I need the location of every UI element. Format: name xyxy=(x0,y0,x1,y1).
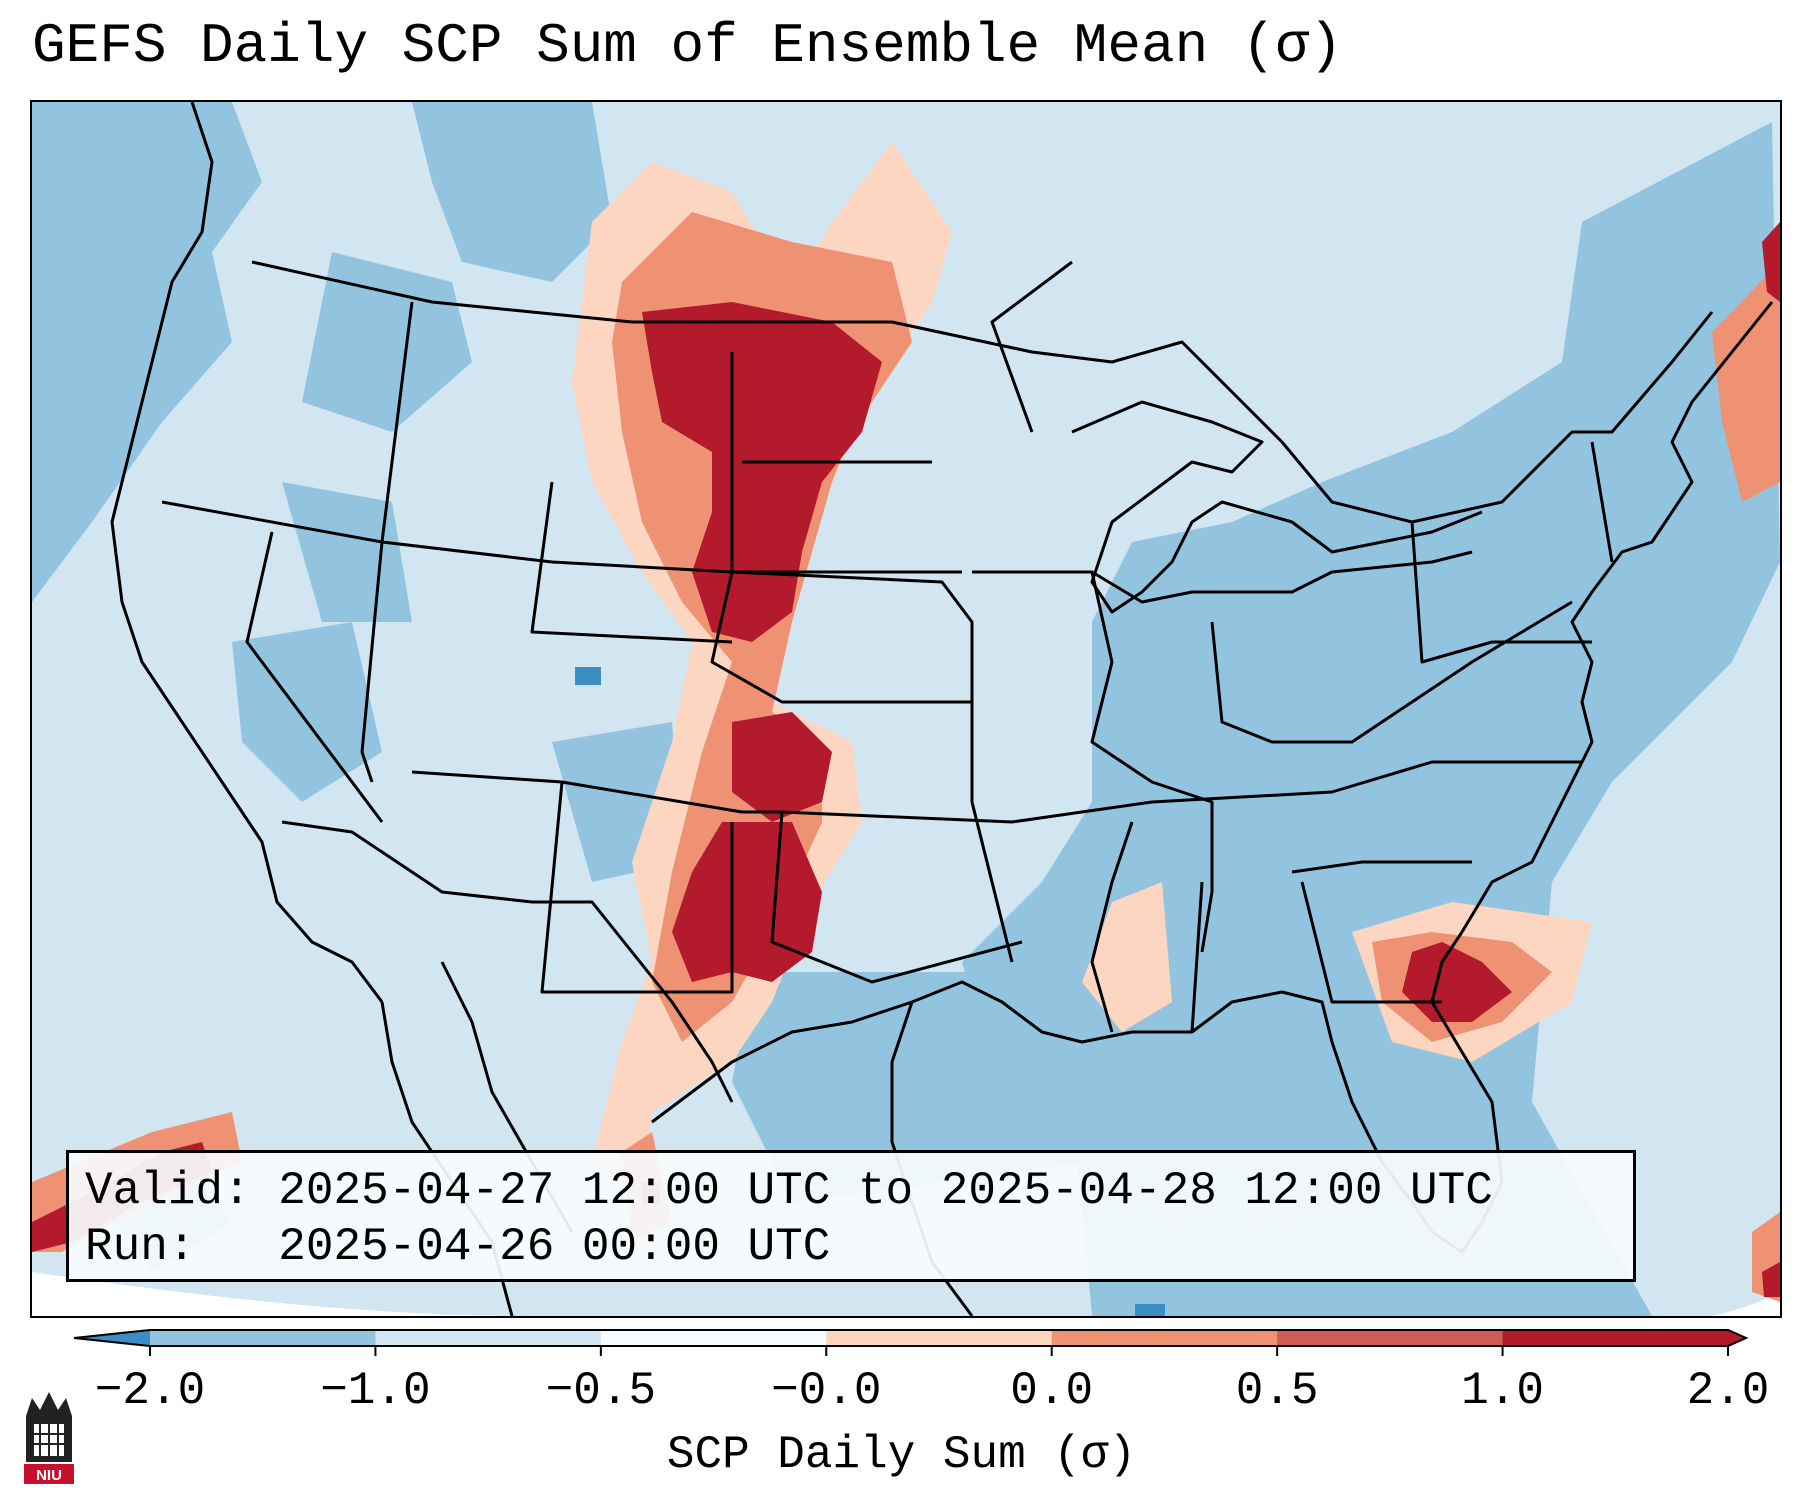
colorbar-segments xyxy=(74,1330,1746,1346)
coastline-west xyxy=(110,102,384,1003)
colorbar-tick-label: −1.0 xyxy=(320,1365,431,1417)
colorbar-label: SCP Daily Sum (σ) xyxy=(666,1429,1137,1481)
off-projection-area xyxy=(32,1272,532,1316)
field-minus-one xyxy=(32,102,1780,1316)
run-value: 2025-04-26 00:00 UTC xyxy=(278,1221,831,1273)
colorbar-tick-label: 2.0 xyxy=(1686,1365,1770,1417)
colorbar-segment xyxy=(1277,1330,1504,1346)
colorbar-tick-label: −0.0 xyxy=(771,1365,882,1417)
great-lakes xyxy=(1071,400,1483,614)
colorbar-tick-label: 0.0 xyxy=(1010,1365,1094,1417)
off-projection-area-right xyxy=(1712,1292,1780,1316)
colorbar-segment xyxy=(150,1330,376,1346)
colorbar-extend-right xyxy=(1728,1330,1746,1346)
colorbar-segment xyxy=(1502,1330,1729,1346)
valid-run-box: Valid: 2025-04-27 12:00 UTC to 2025-04-2… xyxy=(66,1150,1636,1282)
border-canada xyxy=(251,260,1714,524)
map-frame xyxy=(30,100,1782,1318)
colorbar-tick-label: 0.5 xyxy=(1235,1365,1319,1417)
coastline-atlantic xyxy=(1460,301,1774,933)
coastline-gulf xyxy=(651,931,1504,1254)
run-label: Run: xyxy=(85,1221,196,1273)
colorbar-segment xyxy=(600,1330,827,1346)
colorbar-tick-label: 1.0 xyxy=(1461,1365,1544,1417)
colorbar xyxy=(73,1329,1749,1356)
run-line: Run: 2025-04-26 00:00 UTC xyxy=(85,1219,1617,1275)
state-lines xyxy=(161,260,1614,1033)
niu-logo-text: NIU xyxy=(36,1467,62,1484)
valid-value: 2025-04-27 12:00 UTC to 2025-04-28 12:00… xyxy=(278,1165,1493,1217)
niu-logo-icon: NIU xyxy=(24,1392,74,1484)
valid-label: Valid: xyxy=(85,1165,251,1217)
colorbar-tick-label: −2.0 xyxy=(94,1365,206,1417)
colorbar-ticks xyxy=(149,1346,1729,1356)
chart-title: GEFS Daily SCP Sum of Ensemble Mean (σ) xyxy=(32,14,1343,78)
scp-map xyxy=(32,102,1780,1316)
colorbar-tick-label: −0.5 xyxy=(545,1365,657,1417)
colorbar-extend-left xyxy=(74,1330,150,1346)
border-mexico xyxy=(281,820,734,1103)
colorbar-segment xyxy=(1051,1330,1278,1346)
valid-line: Valid: 2025-04-27 12:00 UTC to 2025-04-2… xyxy=(85,1163,1617,1219)
colorbar-segment xyxy=(375,1330,602,1346)
colorbar-segment xyxy=(826,1330,1053,1346)
field-minus-two xyxy=(575,667,1165,1316)
